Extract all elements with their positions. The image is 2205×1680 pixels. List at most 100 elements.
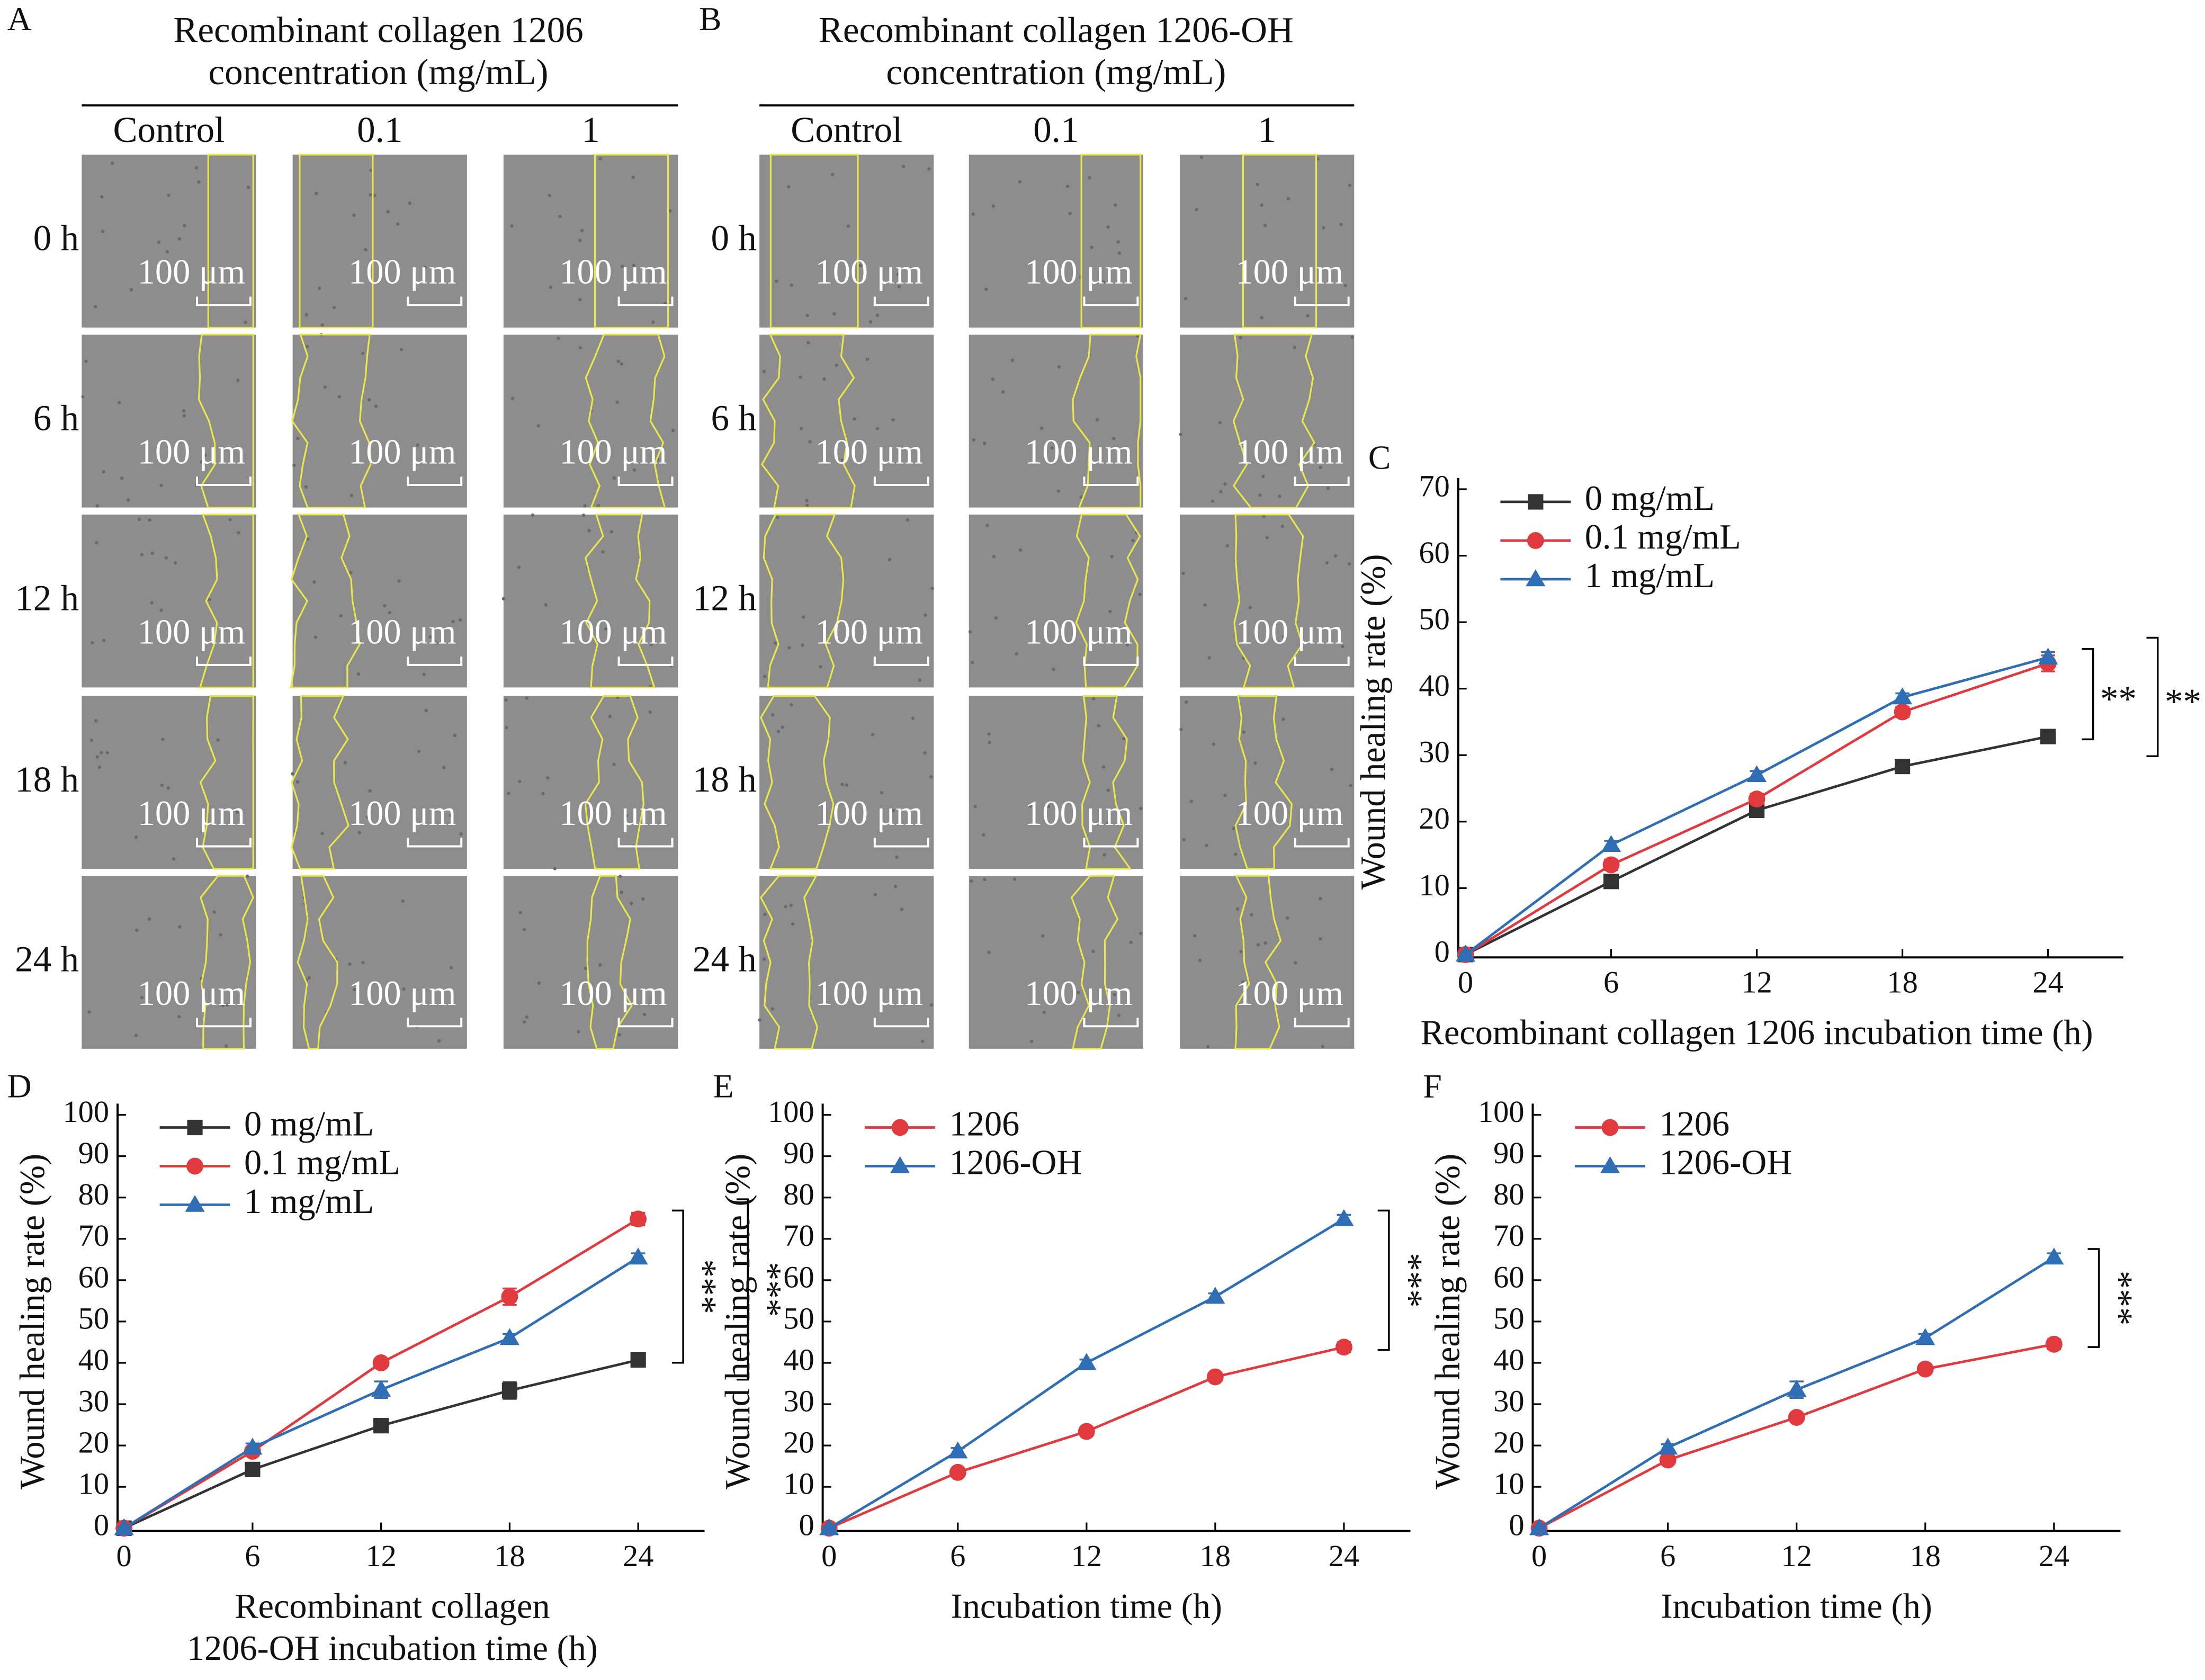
significance-label: ** [2100, 678, 2137, 719]
cell-speck [97, 765, 102, 769]
cell-speck [164, 556, 168, 560]
cell-speck [1106, 788, 1110, 792]
cell-speck [537, 981, 541, 985]
data-point [1746, 765, 1767, 783]
cell-speck [805, 504, 809, 507]
micrograph [292, 876, 467, 1049]
cell-speck [235, 810, 239, 814]
cell-speck [332, 306, 336, 310]
cell-speck [101, 229, 105, 233]
x-tick-label: 24 [2039, 1539, 2069, 1573]
data-point [1603, 874, 1619, 890]
cell-speck [671, 428, 675, 433]
y-tick-label: 50 [78, 1301, 109, 1335]
cell-speck [364, 248, 368, 251]
y-tick-label: 40 [1419, 668, 1449, 703]
cell-speck [991, 204, 996, 208]
data-point [499, 1328, 519, 1345]
cell-speck [632, 264, 636, 267]
scale-bar [1083, 838, 1139, 848]
cell-speck [317, 286, 321, 290]
cell-speck [1110, 555, 1114, 559]
cell-speck [437, 1039, 441, 1043]
cell-speck [1139, 806, 1143, 811]
x-tick-label: 6 [1660, 1539, 1675, 1573]
cell-speck [1057, 365, 1061, 369]
scale-bar-label: 100 μm [138, 794, 245, 833]
cell-speck [1306, 314, 1310, 318]
cell-speck [620, 891, 623, 894]
wound-outline [199, 514, 254, 689]
data-point [1334, 1209, 1354, 1226]
scale-bar [1083, 477, 1139, 487]
scale-bar-label: 100 μm [1025, 253, 1132, 292]
cell-speck [901, 165, 906, 168]
cell-speck [629, 902, 633, 905]
significance-bracket [671, 1209, 684, 1364]
y-tick-label: 40 [78, 1342, 109, 1377]
column-label: 1 [581, 109, 600, 150]
y-tick-label: 40 [783, 1342, 814, 1377]
wound-outline [1080, 154, 1142, 329]
micrograph [503, 514, 678, 688]
series-line [828, 1218, 1345, 1530]
cell-speck [1102, 853, 1106, 857]
cell-speck [1350, 335, 1354, 339]
scale-bar-label: 100 μm [815, 613, 923, 651]
wound-outline [761, 334, 856, 509]
cell-speck [1032, 994, 1036, 998]
data-point [501, 1382, 518, 1398]
cell-speck [1281, 717, 1285, 721]
scale-bar-label: 100 μm [138, 974, 245, 1013]
cell-speck [320, 832, 324, 835]
cell-speck [598, 157, 602, 161]
y-tick-label: 70 [783, 1218, 814, 1253]
cell-speck [226, 1003, 229, 1007]
cell-speck [1241, 980, 1245, 984]
data-point [2038, 648, 2058, 664]
cell-speck [968, 630, 972, 634]
row-label: 18 h [693, 759, 757, 799]
column-label: Control [791, 109, 902, 150]
legend-label: 0 mg/mL [1585, 479, 1715, 518]
panel-label: D [7, 1067, 32, 1104]
cell-speck [1125, 643, 1130, 647]
cell-speck [1325, 561, 1329, 565]
micrograph [759, 696, 934, 869]
cell-speck [1097, 724, 1101, 727]
cell-speck [1101, 765, 1106, 769]
micrograph [969, 696, 1144, 869]
cell-speck [791, 922, 795, 926]
legend-label: 1 mg/mL [1585, 556, 1715, 595]
cell-speck [365, 815, 369, 819]
scale-bar [873, 838, 929, 848]
cell-speck [557, 336, 560, 340]
cell-speck [1280, 524, 1285, 528]
cell-speck [1242, 730, 1246, 734]
scale-bar-label: 100 μm [1025, 433, 1132, 472]
cell-speck [1203, 603, 1207, 607]
cell-speck [1341, 644, 1344, 649]
cell-speck [320, 323, 324, 327]
y-tick-label: 80 [1493, 1177, 1524, 1211]
cell-speck [776, 515, 779, 519]
x-axis-label: 1206-OH incubation time (h) [187, 1629, 598, 1668]
data-point [628, 1247, 648, 1265]
significance-bracket [737, 1198, 749, 1381]
micrograph [82, 514, 256, 688]
cell-speck [417, 749, 421, 753]
cell-speck [1056, 489, 1060, 493]
cell-speck [992, 554, 996, 559]
micrograph [969, 155, 1144, 328]
cell-speck [775, 279, 778, 283]
cell-speck [604, 627, 608, 631]
legend-label: 0.1 mg/mL [1585, 518, 1741, 556]
cell-speck [1088, 176, 1091, 179]
cell-speck [177, 237, 181, 241]
scale-bar [617, 1018, 674, 1028]
cell-speck [608, 715, 612, 718]
scale-bar-label: 100 μm [1025, 794, 1132, 833]
cell-speck [625, 814, 629, 817]
cell-speck [587, 529, 591, 533]
